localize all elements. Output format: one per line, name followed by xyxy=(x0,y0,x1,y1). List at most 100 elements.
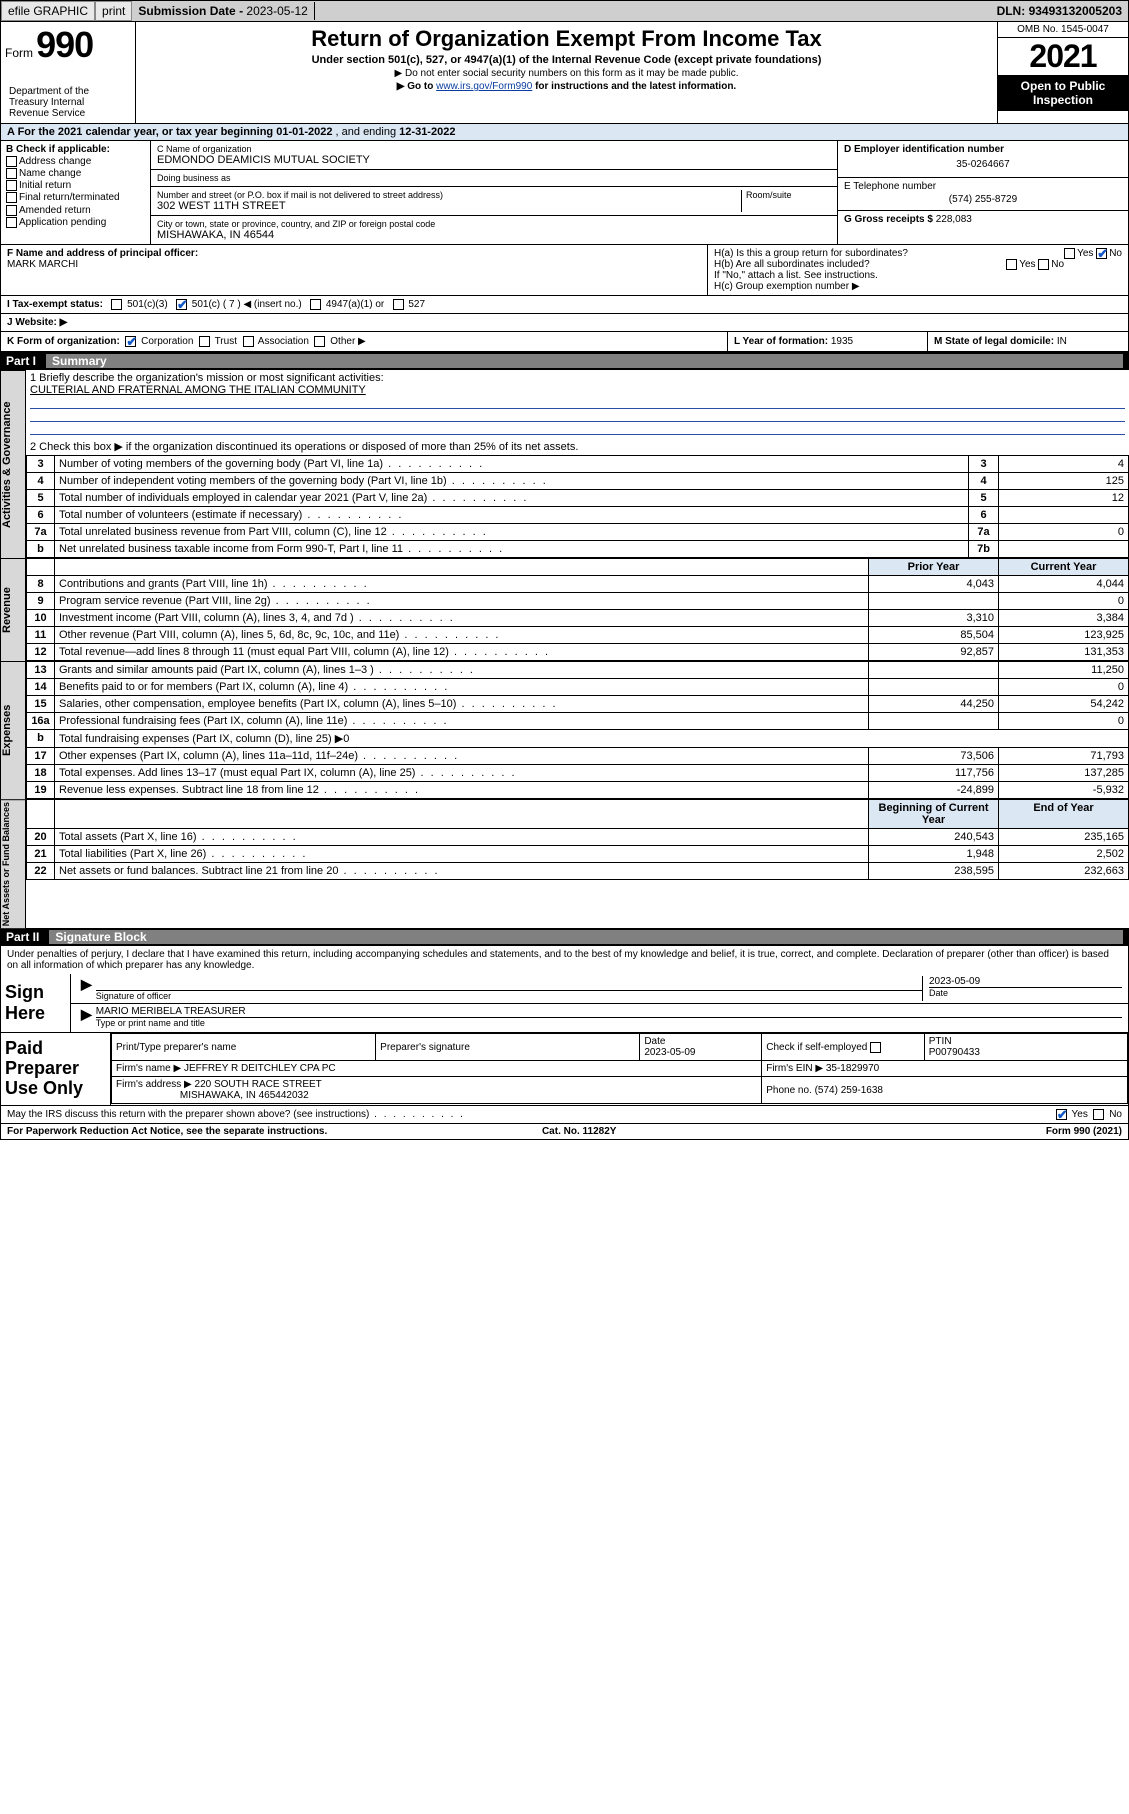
cb-final-return[interactable]: Final return/terminated xyxy=(6,192,145,203)
irs-link[interactable]: www.irs.gov/Form990 xyxy=(436,81,532,92)
cb-initial-return[interactable]: Initial return xyxy=(6,180,145,191)
ptin-label: PTIN xyxy=(929,1036,952,1047)
arrow-icon: ▶ xyxy=(77,1006,96,1028)
form-title: Return of Organization Exempt From Incom… xyxy=(142,26,991,52)
cb-corp[interactable] xyxy=(125,336,136,347)
table-row: 4Number of independent voting members of… xyxy=(27,473,1129,490)
room-label: Room/suite xyxy=(746,190,831,200)
hb-no[interactable] xyxy=(1038,259,1049,270)
table-row: 15Salaries, other compensation, employee… xyxy=(27,696,1129,713)
omb-number: OMB No. 1545-0047 xyxy=(998,22,1128,38)
goto-pre: ▶ Go to xyxy=(397,81,436,92)
table-row: 8Contributions and grants (Part VIII, li… xyxy=(27,576,1129,593)
cb-assoc[interactable] xyxy=(243,336,254,347)
cb-other[interactable] xyxy=(314,336,325,347)
table-row: 6Total number of volunteers (estimate if… xyxy=(27,507,1129,524)
may-discuss-row: May the IRS discuss this return with the… xyxy=(0,1106,1129,1124)
gross-value: 228,083 xyxy=(936,214,972,225)
discuss-no[interactable] xyxy=(1093,1109,1104,1120)
hb-label: H(b) Are all subordinates included? xyxy=(714,259,870,270)
hb-note: If "No," attach a list. See instructions… xyxy=(714,270,1122,281)
cb-501c[interactable] xyxy=(176,299,187,310)
cb-name-change[interactable]: Name change xyxy=(6,168,145,179)
submission-date-label: Submission Date - xyxy=(138,4,246,18)
ha-yes[interactable] xyxy=(1064,248,1075,259)
efile-button[interactable]: efile GRAPHIC xyxy=(1,1,95,21)
officer-name-label: Type or print name and title xyxy=(96,1017,1122,1028)
current-year-hdr: Current Year xyxy=(999,559,1129,576)
cb-4947[interactable] xyxy=(310,299,321,310)
m-block: M State of legal domicile: IN xyxy=(928,332,1128,351)
ein-value: 35-0264667 xyxy=(844,155,1122,174)
sig-date: 2023-05-09 xyxy=(929,976,1122,987)
cb-address-change[interactable]: Address change xyxy=(6,156,145,167)
table-row: 7aTotal unrelated business revenue from … xyxy=(27,524,1129,541)
cat-no: Cat. No. 11282Y xyxy=(542,1126,616,1137)
firm-ein: 35-1829970 xyxy=(826,1063,879,1074)
governance-table: 3Number of voting members of the governi… xyxy=(26,455,1129,558)
table-row: 21Total liabilities (Part X, line 26)1,9… xyxy=(27,846,1129,863)
form-number: 990 xyxy=(36,24,93,65)
table-row: 3Number of voting members of the governi… xyxy=(27,456,1129,473)
table-row: 13Grants and similar amounts paid (Part … xyxy=(27,662,1129,679)
vlabel-governance: Activities & Governance xyxy=(0,370,26,558)
ha-no[interactable] xyxy=(1096,248,1107,259)
i-row: I Tax-exempt status: 501(c)(3) 501(c) ( … xyxy=(0,296,1129,314)
gross-label: G Gross receipts $ xyxy=(844,214,936,225)
ssn-warning: ▶ Do not enter social security numbers o… xyxy=(142,68,991,79)
hb-row: H(b) Are all subordinates included? Yes … xyxy=(714,259,1122,270)
firm-addr2: MISHAWAKA, IN 465442032 xyxy=(180,1090,309,1101)
l-block: L Year of formation: 1935 xyxy=(728,332,928,351)
hb-yes[interactable] xyxy=(1006,259,1017,270)
firm-ein-label: Firm's EIN ▶ xyxy=(766,1063,826,1074)
table-row: 22Net assets or fund balances. Subtract … xyxy=(27,863,1129,880)
vlabel-revenue: Revenue xyxy=(0,558,26,661)
perjury-declaration: Under penalties of perjury, I declare th… xyxy=(1,946,1128,974)
table-row: bNet unrelated business taxable income f… xyxy=(27,541,1129,558)
table-row: 12Total revenue—add lines 8 through 11 (… xyxy=(27,644,1129,661)
sig-date-label: Date xyxy=(929,987,1122,998)
klm-row: K Form of organization: Corporation Trus… xyxy=(0,332,1129,352)
cb-amended[interactable]: Amended return xyxy=(6,205,145,216)
table-row: 19Revenue less expenses. Subtract line 1… xyxy=(27,782,1129,799)
mission-block: 1 Briefly describe the organization's mi… xyxy=(26,370,1129,438)
form-number-box: Form 990 Department of the Treasury Inte… xyxy=(1,22,136,123)
period-end: 12-31-2022 xyxy=(399,126,455,138)
revenue-table: Prior Year Current Year 8Contributions a… xyxy=(26,558,1129,661)
q1-label: 1 Briefly describe the organization's mi… xyxy=(30,372,1125,384)
dln-value: 93493132005203 xyxy=(1029,4,1122,18)
principal-officer: MARK MARCHI xyxy=(7,259,701,270)
cb-527[interactable] xyxy=(393,299,404,310)
goto-line: ▶ Go to www.irs.gov/Form990 for instruct… xyxy=(142,81,991,92)
officer-name: MARIO MERIBELA TREASURER xyxy=(96,1006,1122,1017)
period-begin: 01-01-2022 xyxy=(276,126,332,138)
pra-notice: For Paperwork Reduction Act Notice, see … xyxy=(7,1126,327,1137)
section-revenue: Revenue Prior Year Current Year 8Contrib… xyxy=(0,558,1129,661)
print-button[interactable]: print xyxy=(95,1,132,21)
prior-year-hdr: Prior Year xyxy=(869,559,999,576)
section-expenses: Expenses 13Grants and similar amounts pa… xyxy=(0,661,1129,799)
org-name: EDMONDO DEAMICIS MUTUAL SOCIETY xyxy=(157,154,831,166)
cb-501c3[interactable] xyxy=(111,299,122,310)
may-discuss-q: May the IRS discuss this return with the… xyxy=(7,1109,465,1120)
cb-trust[interactable] xyxy=(199,336,210,347)
h-block: H(a) Is this a group return for subordin… xyxy=(708,245,1128,295)
table-row: 14Benefits paid to or for members (Part … xyxy=(27,679,1129,696)
discuss-yes[interactable] xyxy=(1056,1109,1067,1120)
firm-addr-label: Firm's address ▶ xyxy=(116,1079,195,1090)
pt-sig-label: Preparer's signature xyxy=(376,1034,640,1061)
city-label: City or town, state or province, country… xyxy=(157,219,831,229)
firm-name: JEFFREY R DEITCHLEY CPA PC xyxy=(184,1063,336,1074)
firm-phone-label: Phone no. xyxy=(766,1085,814,1096)
ptin-value: P00790433 xyxy=(929,1047,980,1058)
goto-post: for instructions and the latest informat… xyxy=(535,81,736,92)
table-row: 9Program service revenue (Part VIII, lin… xyxy=(27,593,1129,610)
firm-name-label: Firm's name ▶ xyxy=(116,1063,184,1074)
sign-here-label: Sign Here xyxy=(1,974,71,1032)
phone-label: E Telephone number xyxy=(844,181,1122,192)
pt-self-cb[interactable]: Check if self-employed xyxy=(762,1034,925,1061)
f-label: F Name and address of principal officer: xyxy=(7,248,701,259)
cb-app-pending[interactable]: Application pending xyxy=(6,217,145,228)
k-block: K Form of organization: Corporation Trus… xyxy=(1,332,728,351)
part2-header: Part II Signature Block xyxy=(0,928,1129,946)
